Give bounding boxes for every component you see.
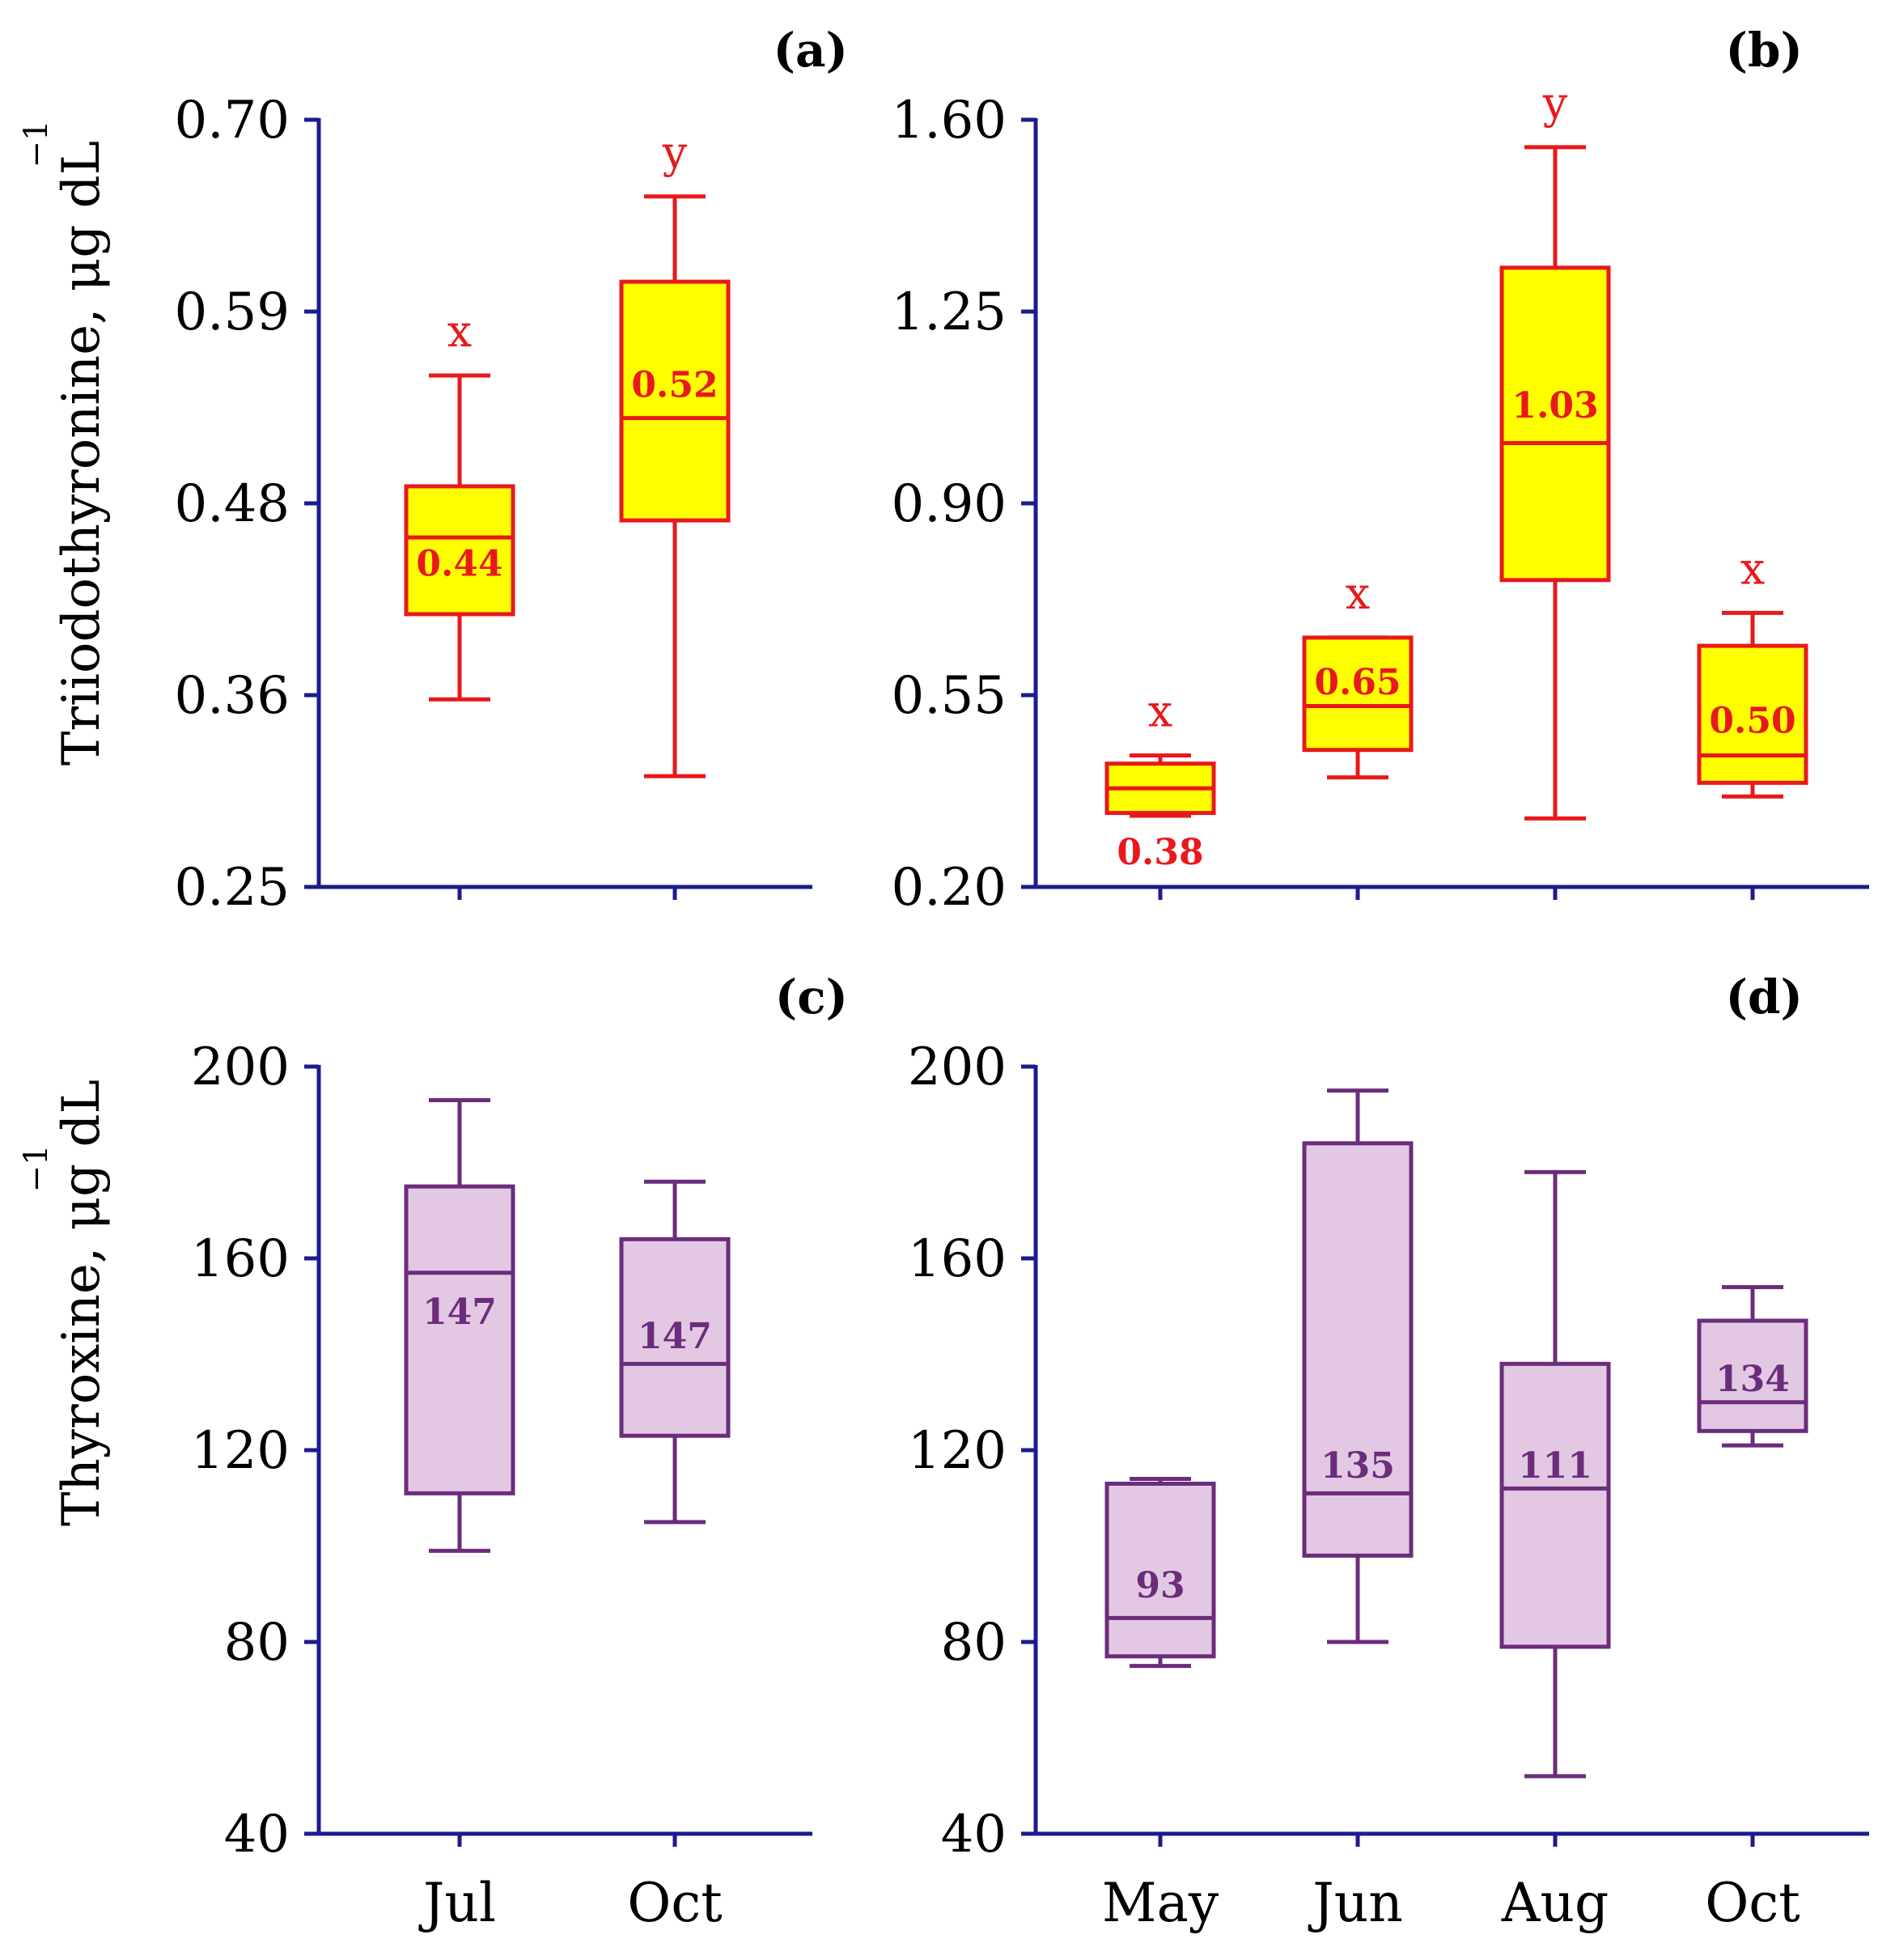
significance-letter: x: [1346, 568, 1370, 619]
ylabel-top-group: Triiodothyronine, μg dL: [52, 141, 112, 766]
significance-letter: y: [1542, 78, 1568, 129]
y-tick-label: 160: [908, 1229, 1007, 1289]
y-tick-label: 40: [941, 1805, 1007, 1865]
median-label: 0.65: [1314, 662, 1401, 703]
y-tick-label: 80: [224, 1613, 290, 1673]
median-label: 0.50: [1709, 700, 1795, 741]
box-jul: 147 Jul: [404, 1097, 515, 1934]
ylabel-bottom-group: Thyroxine, μg dL: [52, 1080, 112, 1526]
box-aug: 111 Aug: [1499, 1169, 1611, 1934]
significance-letter: x: [447, 306, 472, 357]
y-tick-label: 40: [224, 1805, 290, 1865]
panels: (a) 0.25 0.36 0.48 0.59 0.70 0.44 x 0.52 y (b) 0.20…: [175, 23, 1869, 1934]
iqr-box: [1697, 1318, 1808, 1433]
median-label: 147: [422, 1292, 497, 1333]
box-oct: 147 Oct: [619, 1179, 731, 1934]
median-label: 0.52: [631, 365, 718, 406]
box-may: 0.38 x: [1104, 685, 1216, 900]
y-tick-label: 0.48: [175, 474, 290, 534]
significance-letter: x: [1148, 685, 1172, 736]
panel-tag: (d): [1726, 969, 1803, 1025]
median-label: 93: [1135, 1565, 1185, 1606]
y-tick-label: 120: [191, 1421, 290, 1481]
ylabel-triiodothyronine: Triiodothyronine, μg dL: [52, 141, 112, 766]
ylabel-bottom-exponent: −1: [18, 1145, 55, 1193]
panel-tag: (b): [1726, 23, 1803, 78]
x-tick-label: Jun: [1308, 1872, 1402, 1934]
y-tick-label: 0.36: [175, 666, 290, 726]
y-tick-label: 200: [191, 1037, 290, 1097]
box-may: 93 May: [1102, 1477, 1219, 1934]
box-oct: 134 Oct: [1697, 1285, 1808, 1934]
box-oct: 0.52 y: [619, 127, 731, 900]
y-tick-label: 0.90: [892, 474, 1007, 534]
box-aug: 1.03 y: [1499, 78, 1611, 900]
ylabel-thyroxine: Thyroxine, μg dL: [52, 1080, 112, 1526]
panel-tag: (a): [774, 23, 848, 78]
iqr-box: [619, 1237, 731, 1438]
median-label: 0.44: [416, 544, 502, 585]
ylabel-top-exponent: −1: [18, 121, 55, 168]
y-tick-label: 160: [191, 1229, 290, 1289]
x-tick-label: Oct: [1705, 1872, 1800, 1934]
iqr-box: [404, 1184, 515, 1495]
median-label: 1.03: [1511, 385, 1598, 426]
panel-c: (c) 40 80 120 160 200 147 Jul 147 Oct: [191, 969, 848, 1934]
x-tick-label: Aug: [1501, 1872, 1609, 1934]
x-tick-label: Oct: [627, 1872, 723, 1934]
iqr-box: [1499, 265, 1611, 583]
iqr-box: [1302, 635, 1414, 753]
y-tick-label: 200: [908, 1037, 1007, 1097]
panel-d: (d) 40 80 120 160 200 93 May 135 Jun 111 Aug 134 Oct: [908, 969, 1869, 1934]
iqr-box: [1697, 643, 1808, 785]
y-tick-label: 0.20: [892, 858, 1007, 918]
y-tick-label: 0.55: [892, 666, 1007, 726]
box-jun: 135 Jun: [1302, 1088, 1414, 1934]
box-oct: 0.50 x: [1697, 543, 1808, 900]
median-label: 134: [1715, 1359, 1790, 1400]
iqr-box: [1302, 1141, 1414, 1558]
y-tick-label: 80: [941, 1613, 1007, 1673]
panel-b: (b) 0.20 0.55 0.90 1.25 1.60 0.38 x 0.65 x 1.03 y 0.…: [892, 23, 1869, 918]
panel-tag: (c): [775, 969, 848, 1025]
y-tick-label: 1.25: [892, 282, 1007, 342]
significance-letter: x: [1740, 543, 1765, 594]
iqr-box: [1499, 1361, 1611, 1649]
box-jun: 0.65 x: [1302, 568, 1414, 900]
y-tick-label: 1.60: [892, 91, 1007, 151]
median-label: 0.38: [1117, 832, 1203, 873]
iqr-box: [619, 279, 731, 523]
y-tick-label: 120: [908, 1421, 1007, 1481]
median-label: 147: [638, 1316, 712, 1357]
y-tick-label: 0.70: [175, 91, 290, 151]
x-tick-label: Jul: [418, 1872, 496, 1934]
significance-letter: y: [662, 127, 688, 178]
iqr-box: [404, 484, 515, 617]
y-tick-label: 0.25: [175, 858, 290, 918]
median-label: 111: [1518, 1445, 1592, 1487]
y-tick-label: 0.59: [175, 282, 290, 342]
box-jul: 0.44 x: [404, 306, 515, 900]
panel-a: (a) 0.25 0.36 0.48 0.59 0.70 0.44 x 0.52 y: [175, 23, 849, 918]
x-tick-label: May: [1102, 1872, 1219, 1934]
iqr-box: [1104, 1481, 1216, 1659]
median-label: 135: [1321, 1445, 1395, 1487]
